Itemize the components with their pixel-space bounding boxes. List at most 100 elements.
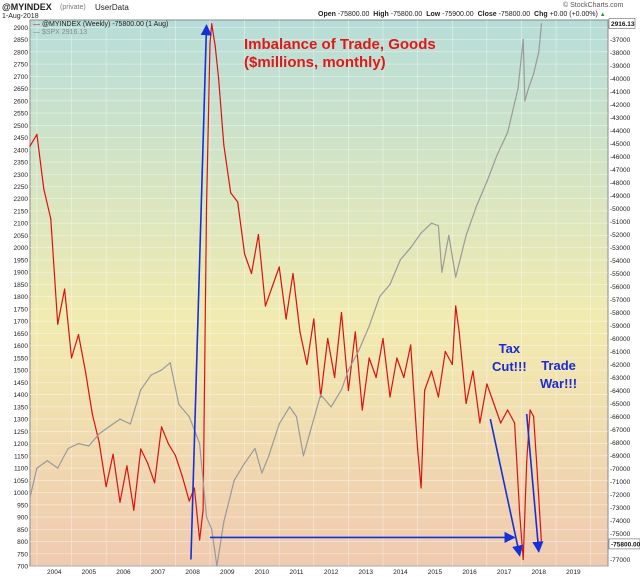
left-tick-label: 1150: [14, 453, 28, 460]
myindex-point: [327, 337, 329, 340]
spx-point: [67, 447, 69, 450]
chg-value: +0.00 (+0.00%): [549, 11, 598, 18]
spx-point: [205, 516, 208, 518]
right-tick-label: -64000: [610, 388, 631, 395]
myindex-point: [237, 201, 239, 203]
grid: [30, 20, 608, 567]
right-tick-label: -55000: [610, 271, 631, 278]
spx-point: [295, 416, 298, 418]
right-tick-label: -46000: [610, 154, 631, 161]
spx-point: [46, 460, 48, 462]
annotation-tax-line1: Tax: [498, 341, 521, 356]
myindex-point: [209, 42, 211, 45]
right-tick-label: -50000: [610, 206, 631, 213]
myindex-point: [202, 509, 204, 511]
myindex-point: [430, 370, 433, 372]
left-tick-label: 1300: [14, 417, 29, 424]
myindex-point: [522, 558, 524, 561]
right-tick-label: -62000: [610, 362, 631, 369]
left-tick-label: 2550: [14, 111, 29, 118]
left-tick-label: 2450: [14, 135, 29, 142]
stockcharts-brand: © StockCharts.com: [563, 2, 624, 9]
right-tick-label: -70000: [610, 466, 631, 473]
spx-point: [261, 472, 263, 474]
myindex-point: [493, 402, 495, 405]
left-tick-label: 1450: [14, 380, 29, 387]
myindex-point: [292, 272, 294, 275]
x-tick-label: 2019: [566, 569, 581, 576]
myindex-point: [167, 443, 170, 445]
left-tick-label: 700: [17, 564, 28, 571]
myindex-point: [526, 461, 528, 463]
myindex-point: [64, 288, 66, 290]
left-tick-label: 850: [17, 527, 28, 534]
spx-point: [129, 423, 131, 425]
myindex-point: [70, 357, 73, 359]
left-axis: 2900 2850 2800 2750 2700 2650 2600 2550 2500 2450…: [14, 25, 29, 571]
left-tick-label: 1650: [14, 331, 29, 338]
right-tick-label: -75000: [610, 531, 631, 538]
x-tick-label: 2018: [532, 569, 547, 576]
myindex-point: [536, 467, 538, 470]
right-tick-label: -52000: [610, 232, 631, 239]
myindex-point: [529, 409, 531, 411]
annotation-title-line2: ($millions, monthly): [244, 54, 386, 71]
myindex-point: [486, 383, 488, 385]
myindex-point: [57, 323, 59, 325]
spx-point: [420, 232, 422, 234]
myindex-point: [333, 376, 336, 379]
left-tick-label: 2000: [14, 245, 29, 252]
low-value: -75900.00: [442, 11, 474, 18]
myindex-point: [500, 422, 502, 424]
right-tick-label: -58000: [610, 310, 631, 317]
myindex-point: [532, 415, 535, 418]
spx-point: [430, 222, 433, 224]
spx-point: [309, 430, 311, 432]
spx-point: [486, 180, 488, 183]
myindex-point: [513, 422, 516, 424]
myindex-point: [230, 192, 232, 194]
spx-point: [368, 325, 370, 327]
x-tick-label: 2008: [185, 569, 200, 576]
spx-point: [399, 259, 401, 261]
myindex-point: [98, 441, 100, 444]
myindex-point: [340, 311, 343, 314]
spx-point: [538, 51, 540, 53]
right-tick-label: -54000: [610, 258, 631, 265]
left-tick-label: 1050: [14, 478, 29, 485]
spx-point: [347, 369, 350, 371]
myindex-point: [271, 285, 273, 288]
left-tick-label: 1400: [14, 392, 29, 399]
x-tick-label: 2013: [358, 569, 373, 576]
low-label: Low: [426, 11, 441, 18]
myindex-point: [214, 45, 216, 47]
annotation-arrows: [190, 24, 544, 560]
annotation-trade-war: Trade War!!!: [540, 357, 577, 393]
myindex-point: [347, 389, 350, 392]
left-tick-label: 1250: [14, 429, 29, 436]
myindex-point: [313, 318, 315, 320]
annotation-title: Imbalance of Trade, Goods ($millions, mo…: [244, 36, 436, 72]
right-tick-label: -48000: [610, 180, 631, 187]
date-label: 1-Aug-2018: [2, 13, 39, 20]
myindex-point: [91, 413, 93, 415]
x-tick-label: 2009: [220, 569, 235, 576]
spx-point: [496, 154, 498, 156]
spx-point: [119, 418, 121, 420]
x-tick-label: 2017: [497, 569, 512, 576]
left-tick-label: 2350: [14, 160, 29, 167]
myindex-point: [181, 475, 183, 477]
myindex-point: [43, 188, 45, 190]
left-tick-label: 2100: [14, 221, 29, 228]
x-tick-label: 2007: [151, 569, 166, 576]
x-tick-label: 2015: [428, 569, 443, 576]
legend-spx: — $SPX 2916.13: [33, 29, 87, 36]
spx-point: [169, 362, 171, 364]
myindex-point: [198, 539, 201, 541]
spx-point: [178, 403, 180, 406]
left-tick-label: 2050: [14, 233, 29, 240]
right-tick-label: -37000: [610, 37, 631, 44]
spx-point: [233, 479, 235, 481]
left-tick-label: 950: [17, 502, 28, 509]
myindex-point: [84, 370, 86, 372]
